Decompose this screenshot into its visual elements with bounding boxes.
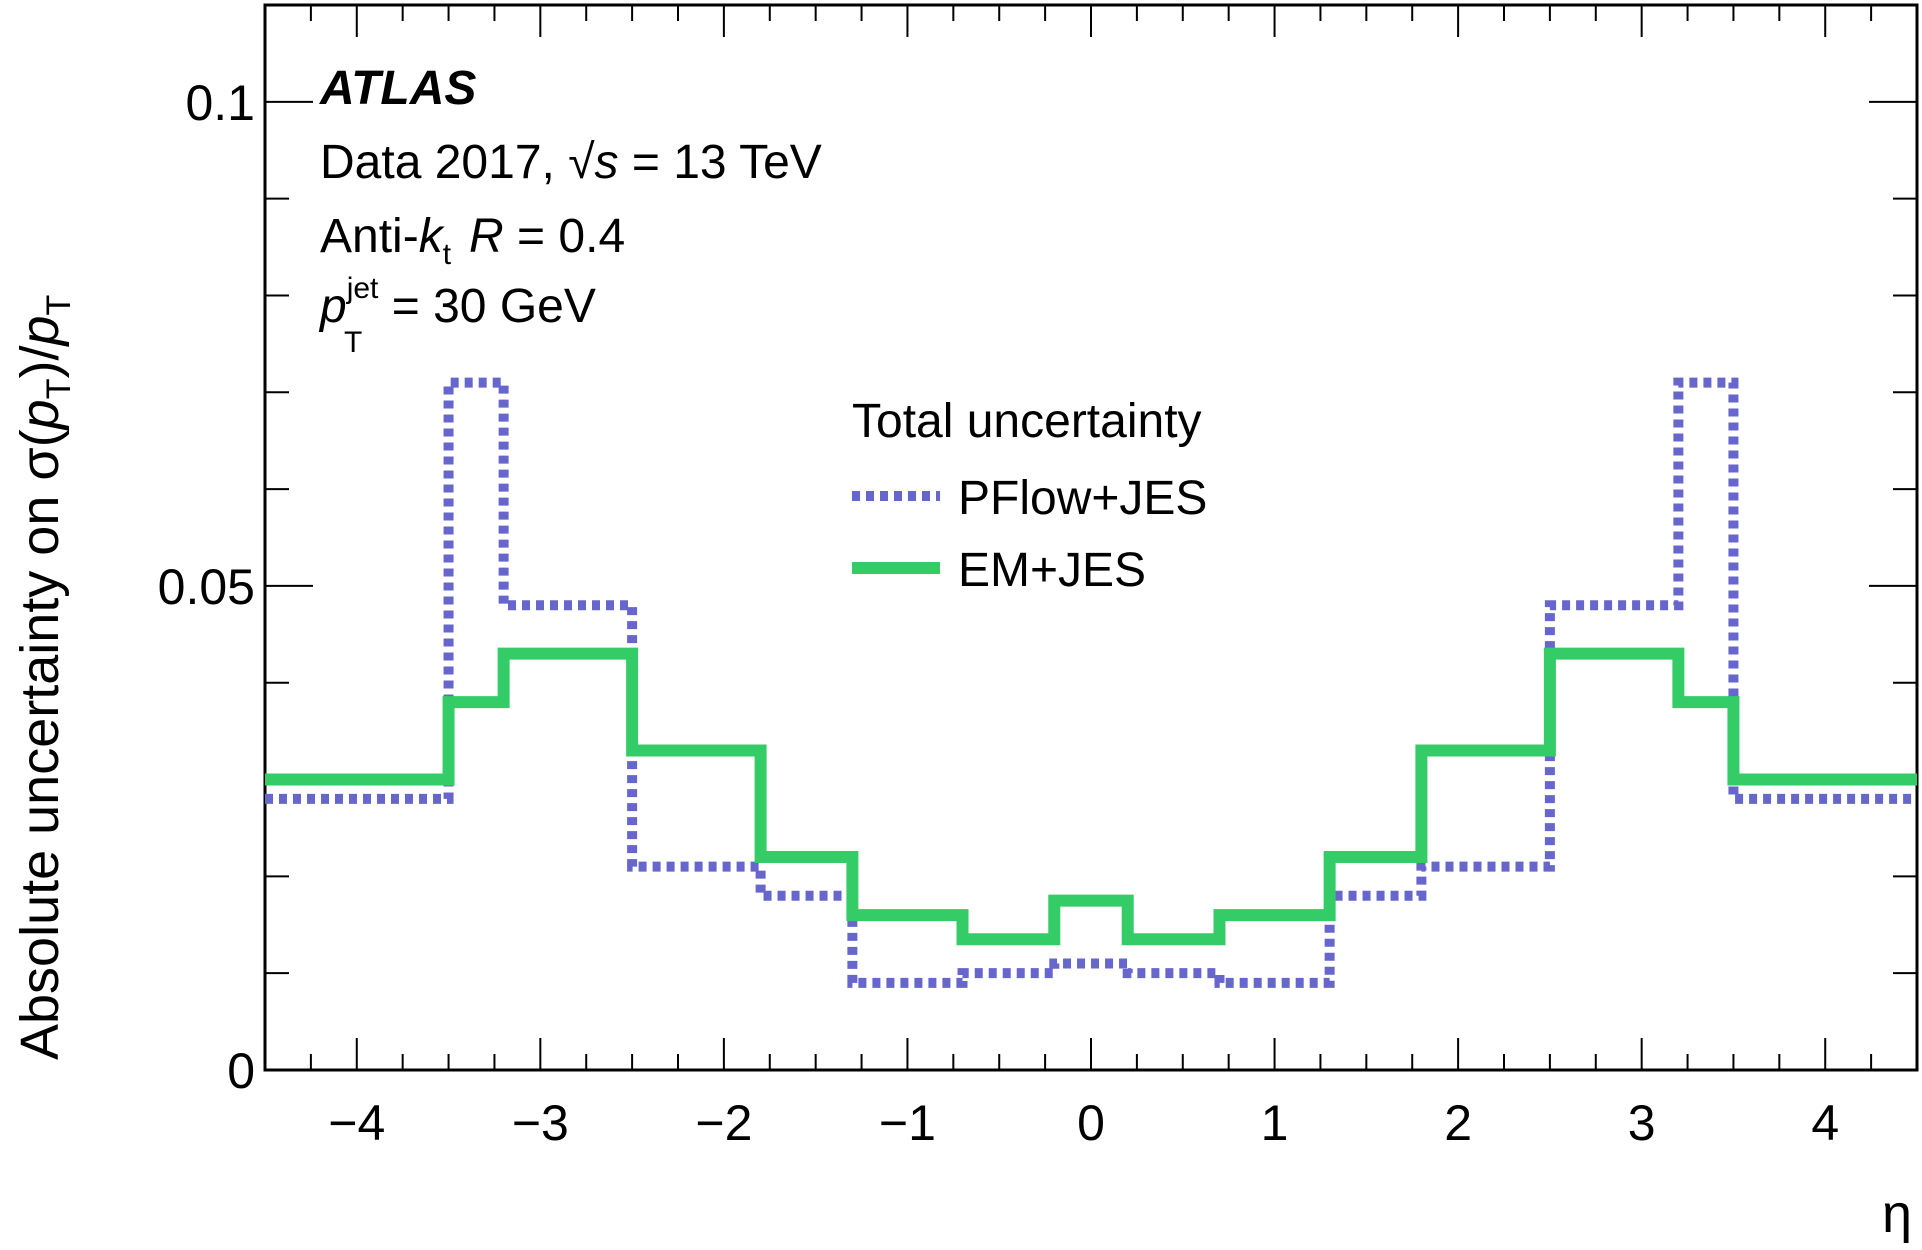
tick-labels: −4 −3 −2 −1 0 1 2 3 4 0 0.05 0.1: [158, 75, 1839, 1151]
algo-prefix: Anti-: [320, 210, 419, 263]
x-tick-label: −3: [512, 1095, 569, 1151]
x-tick-label: 0: [1077, 1095, 1105, 1151]
x-tick-label: −4: [328, 1095, 385, 1151]
y-title-sub2: T: [40, 295, 78, 316]
x-axis-title: η: [1882, 1184, 1912, 1244]
algorithm-info: Anti-kt R = 0.4: [320, 210, 625, 271]
y-title-sub1: T: [40, 378, 78, 399]
series-group: [265, 377, 1917, 988]
legend-title: Total uncertainty: [852, 395, 1202, 448]
legend-label-em: EM+JES: [958, 544, 1146, 597]
y-tick-label: 0: [227, 1043, 255, 1099]
jet-pt-info: pjet = 30 GeV: [318, 272, 596, 333]
axis-ticks: [264, 4, 1918, 1071]
pt-sub: T: [344, 326, 362, 359]
algo-k-sub: t: [443, 238, 452, 271]
y-title-prefix: Absolute uncertainty on σ(: [10, 429, 70, 1060]
y-title-mid: )/: [10, 345, 70, 378]
energy: = 13 TeV: [619, 136, 822, 189]
algo-r: R: [469, 210, 504, 263]
series-em-jes: [265, 647, 1917, 946]
data-info: Data 2017, √s = 13 TeV: [320, 136, 822, 189]
x-tick-label: 2: [1444, 1095, 1472, 1151]
y-tick-label: 0.05: [158, 559, 255, 615]
series-pflow-jes: [265, 377, 1917, 988]
x-tick-label: 3: [1628, 1095, 1656, 1151]
x-tick-label: −2: [695, 1095, 752, 1151]
x-tick-label: 4: [1811, 1095, 1839, 1151]
legend-label-pflow: PFlow+JES: [958, 472, 1207, 525]
y-title-p2: p: [10, 315, 70, 347]
data-prefix: Data 2017,: [320, 136, 568, 189]
algo-k: k: [419, 210, 446, 263]
x-tick-label: −1: [879, 1095, 936, 1151]
pt-p: p: [318, 280, 347, 333]
sqrt-s: √s: [568, 136, 618, 189]
pt-sup: jet: [346, 272, 379, 305]
atlas-label: ATLAS: [319, 62, 476, 115]
y-tick-label: 0.1: [185, 75, 255, 131]
y-title-p1: p: [10, 399, 70, 431]
legend: Total uncertainty PFlow+JES EM+JES: [852, 395, 1207, 597]
algo-r-value: = 0.4: [504, 210, 625, 263]
x-tick-label: 1: [1261, 1095, 1289, 1151]
y-axis-title: Absolute uncertainty on σ(pT)/pT: [10, 295, 78, 1060]
pt-value: = 30 GeV: [378, 280, 595, 333]
